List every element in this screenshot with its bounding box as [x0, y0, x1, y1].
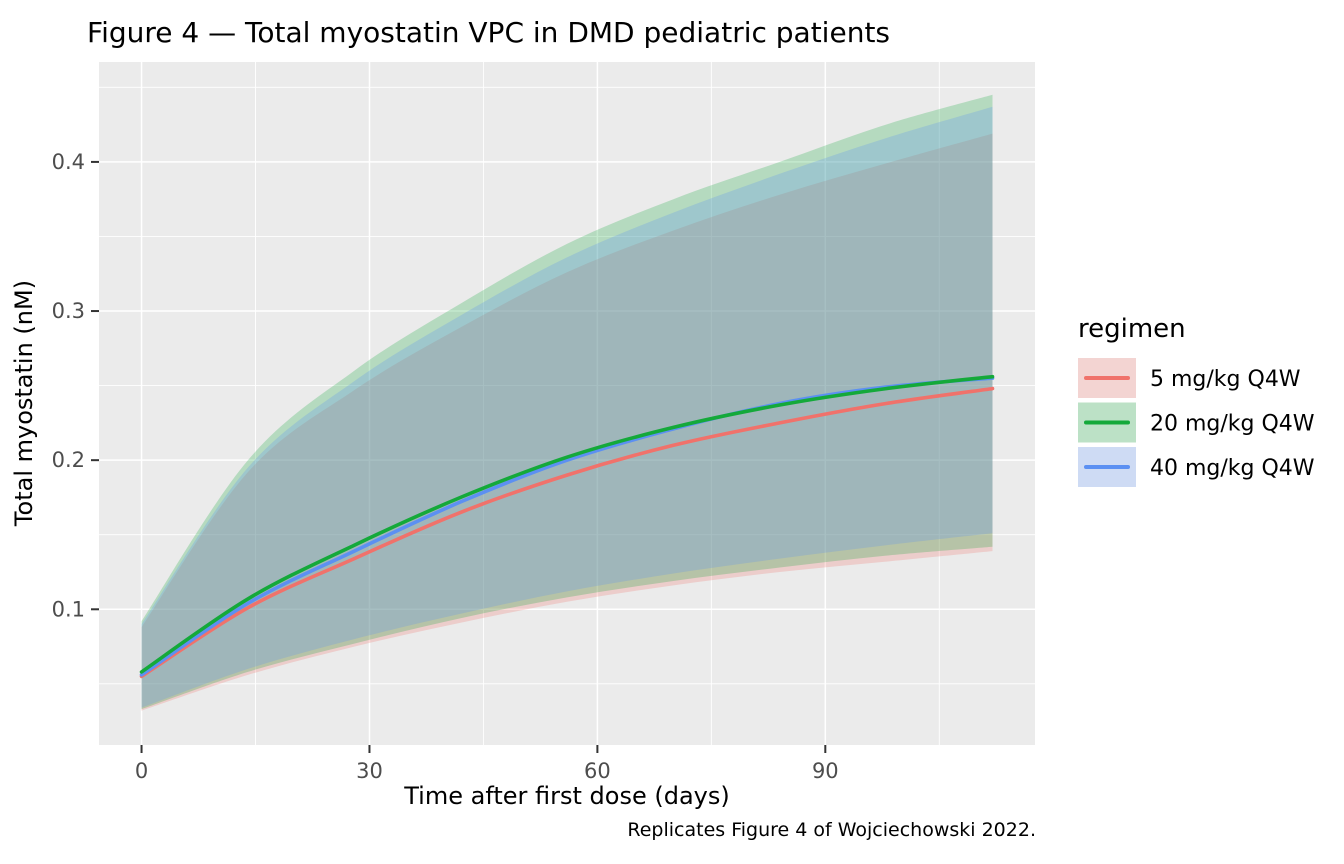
legend-entries: 5 mg/kg Q4W 20 mg/kg Q4W 40 mg/kg Q4W	[1078, 358, 1315, 487]
legend-entry-label: 20 mg/kg Q4W	[1150, 412, 1315, 437]
x-tick-label: 0	[135, 759, 148, 783]
y-tick-label: 0.1	[52, 597, 85, 621]
median-line-5-mg-kg-q4w	[139, 386, 995, 679]
y-tick-label: 0.3	[52, 299, 85, 323]
chart-caption: Replicates Figure 4 of Wojciechowski 202…	[627, 819, 1036, 841]
gridlines-minor	[99, 62, 1035, 745]
legend-entry-20-mg-kg-q4w: 20 mg/kg Q4W	[1078, 402, 1315, 443]
median-line-40-mg-kg-q4w	[139, 376, 995, 677]
chart-title: Figure 4 — Total myostatin VPC in DMD pe…	[87, 16, 890, 49]
axis-ticks	[91, 160, 827, 753]
ribbon-5-mg-kg-q4w	[141, 133, 993, 711]
x-tick-label: 60	[584, 759, 611, 783]
ribbon-20-mg-kg-q4w	[141, 94, 993, 710]
median-lines	[139, 374, 995, 679]
legend-entry-label: 40 mg/kg Q4W	[1150, 456, 1315, 481]
legend: regimen 5 mg/kg Q4W 20 mg/kg Q4W 40 mg/kg …	[1078, 314, 1315, 487]
x-axis-title: Time after first dose (days)	[403, 782, 730, 810]
median-line-20-mg-kg-q4w	[139, 374, 995, 674]
legend-title: regimen	[1078, 314, 1186, 344]
y-tick-label: 0.4	[52, 150, 85, 174]
y-axis-title: Total myostatin (nM)	[10, 280, 38, 527]
axis-tick-labels: 0 30 60 90 0.1 0.2 0.3 0.4	[52, 150, 839, 783]
legend-entry-5-mg-kg-q4w: 5 mg/kg Q4W	[1078, 358, 1301, 398]
legend-entry-40-mg-kg-q4w: 40 mg/kg Q4W	[1078, 447, 1315, 487]
legend-entry-label: 5 mg/kg Q4W	[1150, 367, 1301, 392]
y-tick-label: 0.2	[52, 448, 85, 472]
x-tick-label: 30	[356, 759, 383, 783]
x-tick-label: 90	[812, 759, 839, 783]
